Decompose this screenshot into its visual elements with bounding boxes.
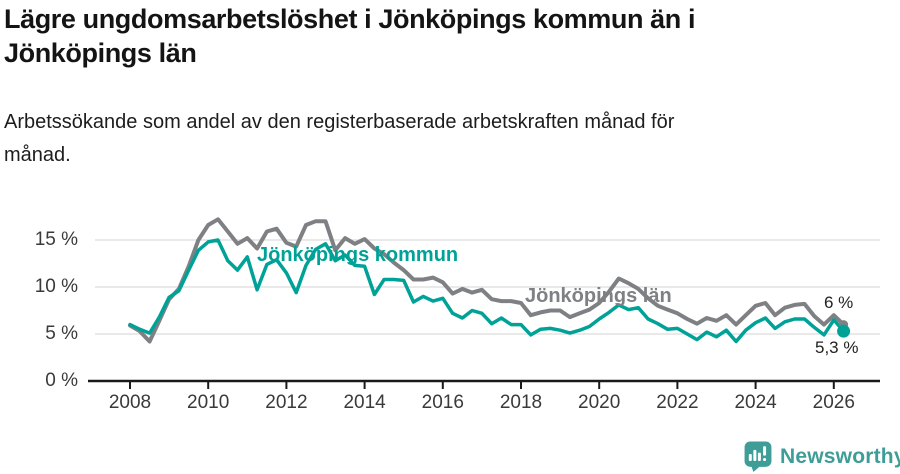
x-tick-label: 2008 [108,392,152,413]
x-tick-label: 2012 [265,392,308,413]
x-tick-label: 2018 [499,392,543,413]
x-tick-label: 2010 [187,392,230,413]
x-tick-label: 2020 [578,392,621,413]
newsworthy-logo-icon [744,441,772,472]
series-label-lan: Jönköpings län [525,285,672,307]
brand-footer: Newsworthy [744,441,900,472]
end-dot-kommun [837,324,851,338]
y-tick-label: 15 % [34,229,78,250]
series-label-kommun: Jönköpings kommun [257,244,459,266]
data-line-kommun [128,238,846,344]
chart-title: Lägre ungdomsarbetslöshet i Jönköpings k… [4,4,696,68]
end-value-label-lan: 6 % [824,293,854,312]
y-tick-label: 10 % [34,276,78,297]
y-tick-label: 5 % [45,323,78,344]
brand-name: Newsworthy [780,444,900,468]
chart-subtitle: Arbetssökande som andel av den registerb… [4,111,675,166]
x-tick-label: 2024 [734,392,777,413]
x-tick-label: 2014 [343,392,386,413]
x-tick-label: 2016 [421,392,464,413]
data-line-lan [128,217,846,344]
x-tick-label: 2022 [656,392,699,413]
y-tick-label: 0 % [45,370,78,391]
end-value-label-kommun: 5,3 % [815,338,859,357]
x-tick-label: 2026 [812,392,855,413]
